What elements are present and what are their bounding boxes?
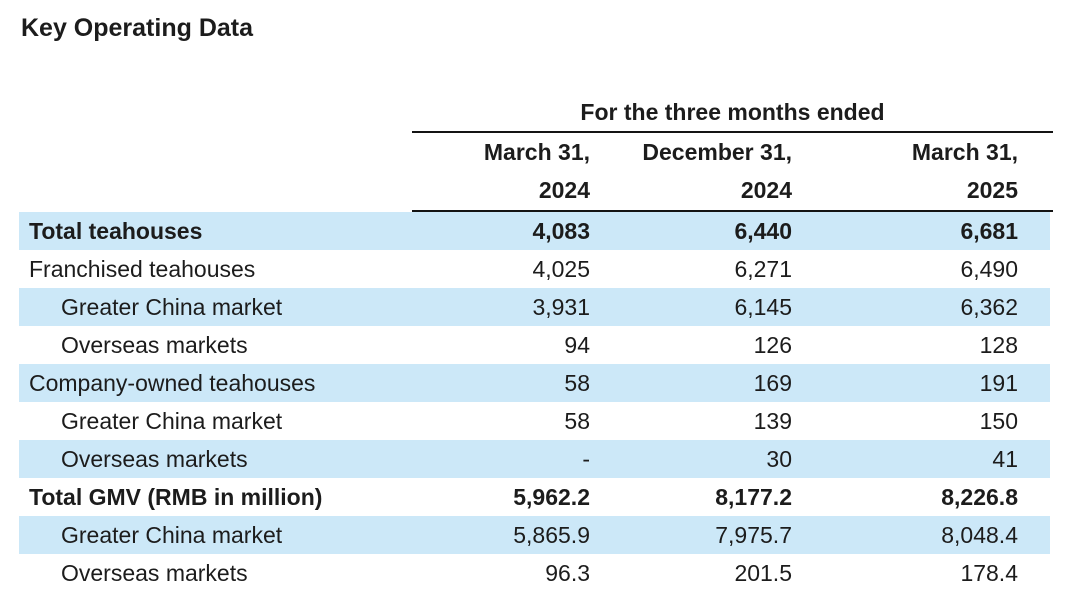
row-value-mar-2024: 94 [564, 332, 590, 358]
row-label: Company-owned teahouses [29, 370, 316, 396]
table-row: Overseas markets - 30 41 [19, 440, 1050, 478]
table-row: Greater China market 58 139 150 [19, 402, 1050, 440]
table-row: Company-owned teahouses 58 169 191 [19, 364, 1050, 402]
row-value-mar-2025: 8,226.8 [941, 484, 1018, 510]
col-header-dec-2024-line2: 2024 [740, 177, 792, 203]
row-value-dec-2024: 30 [766, 446, 792, 472]
row-value-mar-2025: 178.4 [960, 560, 1018, 586]
row-value-dec-2024: 139 [753, 408, 792, 434]
column-header-spacer [19, 134, 440, 170]
row-value-mar-2025: 6,681 [960, 218, 1018, 244]
row-label: Greater China market [61, 522, 283, 548]
table-row: Total teahouses 4,083 6,440 6,681 [19, 212, 1050, 250]
column-header-spacer [19, 172, 440, 208]
row-value-mar-2024: 4,025 [532, 256, 590, 282]
table-rows: Total teahouses 4,083 6,440 6,681 Franch… [19, 212, 1050, 592]
row-value-mar-2025: 41 [992, 446, 1018, 472]
row-label: Total teahouses [29, 218, 203, 244]
row-label: Greater China market [61, 294, 283, 320]
row-value-dec-2024: 6,271 [734, 256, 792, 282]
col-header-mar-2025-line1: March 31, [911, 139, 1018, 165]
row-value-mar-2025: 6,490 [960, 256, 1018, 282]
table-row: Overseas markets 94 126 128 [19, 326, 1050, 364]
row-value-mar-2025: 8,048.4 [941, 522, 1018, 548]
column-headers-line1: March 31, December 31, March 31, [19, 134, 1050, 170]
row-value-mar-2024: 3,931 [532, 294, 590, 320]
row-value-mar-2025: 191 [979, 370, 1018, 396]
col-header-mar-2024-line1: March 31, [483, 139, 590, 165]
row-label: Franchised teahouses [29, 256, 256, 282]
header-top-rule [412, 131, 1053, 133]
row-value-mar-2024: 5,865.9 [513, 522, 590, 548]
row-value-dec-2024: 6,145 [734, 294, 792, 320]
row-value-dec-2024: 7,975.7 [715, 522, 792, 548]
row-value-mar-2024: 5,962.2 [513, 484, 590, 510]
row-label: Greater China market [61, 408, 283, 434]
col-header-dec-2024-line1: December 31, [642, 139, 792, 165]
table-row: Greater China market 3,931 6,145 6,362 [19, 288, 1050, 326]
col-header-mar-2024-line2: 2024 [538, 177, 590, 203]
row-value-mar-2025: 6,362 [960, 294, 1018, 320]
table-row: Total GMV (RMB in million) 5,962.2 8,177… [19, 478, 1050, 516]
row-value-mar-2024: 4,083 [532, 218, 590, 244]
row-value-mar-2024: - [582, 446, 590, 472]
row-value-dec-2024: 6,440 [734, 218, 792, 244]
row-value-dec-2024: 8,177.2 [715, 484, 792, 510]
row-value-dec-2024: 169 [753, 370, 792, 396]
row-label: Total GMV (RMB in million) [29, 484, 323, 510]
row-value-mar-2024: 58 [564, 370, 590, 396]
row-label: Overseas markets [61, 560, 248, 586]
row-value-mar-2024: 96.3 [545, 560, 590, 586]
table-row: Overseas markets 96.3 201.5 178.4 [19, 554, 1050, 592]
page-title: Key Operating Data [21, 14, 254, 42]
column-headers-line2: 2024 2024 2025 [19, 172, 1050, 208]
table-span-header: For the three months ended [580, 99, 885, 125]
table-row: Greater China market 5,865.9 7,975.7 8,0… [19, 516, 1050, 554]
row-label: Overseas markets [61, 446, 248, 472]
table-row: Franchised teahouses 4,025 6,271 6,490 [19, 250, 1050, 288]
row-value-mar-2025: 128 [979, 332, 1018, 358]
row-value-dec-2024: 126 [753, 332, 792, 358]
row-value-mar-2025: 150 [979, 408, 1018, 434]
row-value-dec-2024: 201.5 [734, 560, 792, 586]
header-bottom-rule [412, 210, 1053, 212]
col-header-mar-2025-line2: 2025 [966, 177, 1018, 203]
row-value-mar-2024: 58 [564, 408, 590, 434]
row-label: Overseas markets [61, 332, 248, 358]
